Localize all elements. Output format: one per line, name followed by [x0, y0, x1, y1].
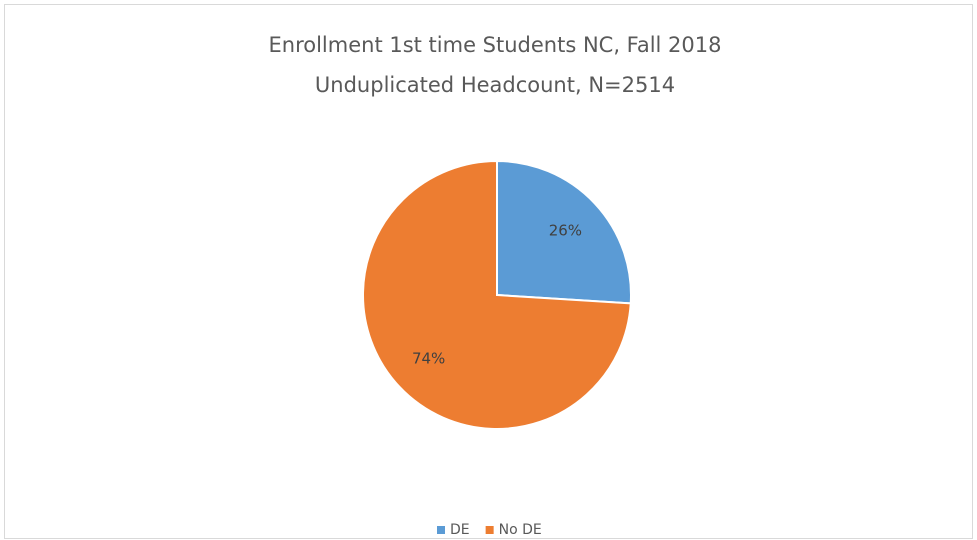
data-label: 74%: [412, 350, 445, 368]
chart-subtitle: Unduplicated Headcount, N=2514: [315, 73, 675, 97]
legend-label: DE: [450, 522, 470, 538]
pie-slice: [362, 159, 632, 430]
pie-slice: [496, 159, 632, 305]
legend-swatch: [485, 526, 494, 534]
legend-label: No DE: [499, 522, 542, 538]
chart-title: Enrollment 1st time Students NC, Fall 20…: [268, 33, 721, 57]
data-label: 26%: [549, 221, 582, 239]
legend-swatch: [437, 526, 445, 534]
